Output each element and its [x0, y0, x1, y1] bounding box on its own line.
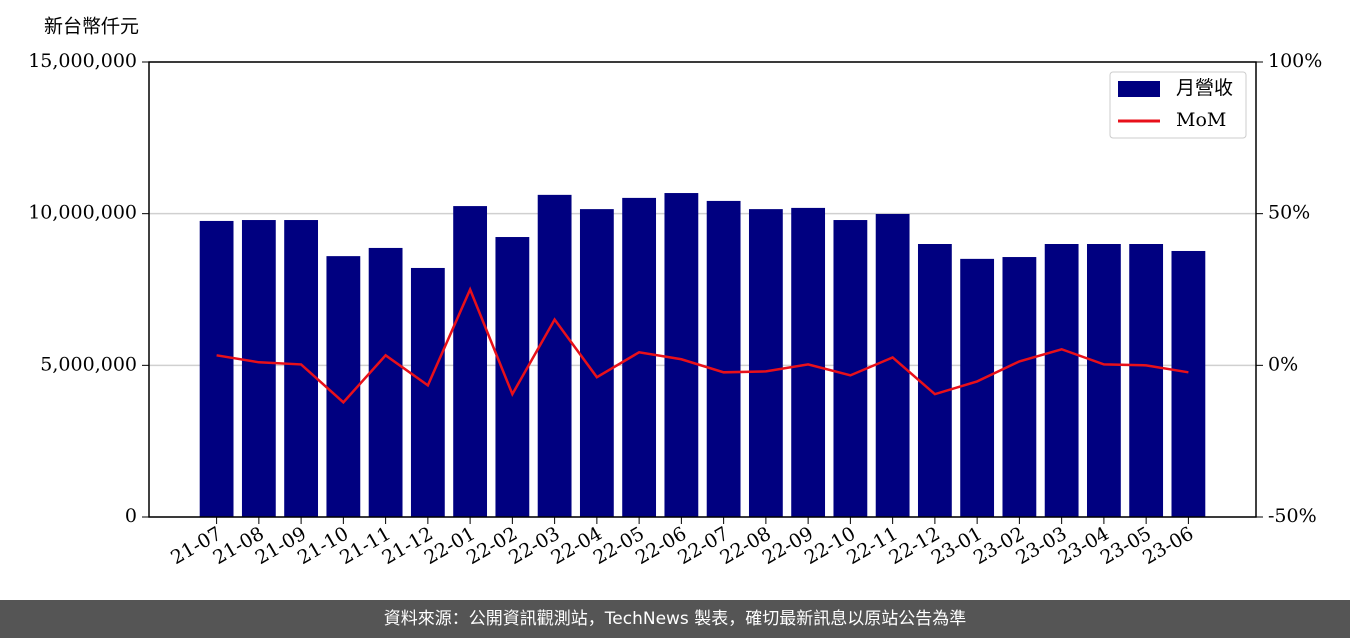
bar — [706, 200, 741, 517]
bar — [368, 247, 403, 517]
y-tick-label: 0 — [125, 505, 137, 527]
bar — [664, 193, 699, 518]
y-tick-label: 15,000,000 — [28, 50, 137, 72]
bar — [1002, 257, 1037, 517]
y2-tick-label: 0% — [1268, 353, 1298, 375]
legend-swatch — [1118, 81, 1160, 97]
bar — [791, 207, 826, 518]
bar — [537, 194, 572, 518]
footer: 資料來源：公開資訊觀測站，TechNews 製表，確切最新訊息以原站公告為準 — [0, 600, 1350, 638]
bar — [284, 220, 319, 517]
line — [216, 286, 1189, 405]
bar — [326, 256, 361, 517]
legend-label: 月營收 — [1176, 77, 1233, 99]
bar — [410, 267, 445, 517]
bar — [960, 258, 995, 517]
bar — [917, 244, 952, 517]
y-axis-label: 新台幣仟元 — [44, 16, 139, 38]
bar — [833, 220, 868, 517]
plot-frame — [148, 61, 1257, 518]
bar — [748, 209, 783, 517]
bar — [1044, 244, 1079, 517]
legend-label: MoM — [1176, 109, 1226, 131]
bar — [622, 197, 657, 518]
bar — [1129, 244, 1164, 517]
bar — [241, 220, 276, 517]
bar — [1086, 244, 1121, 517]
bar — [199, 220, 234, 518]
bar — [875, 213, 910, 517]
bar — [453, 206, 488, 518]
bar — [495, 237, 530, 518]
y2-tick-label: -50% — [1268, 505, 1317, 527]
y-tick-label: 5,000,000 — [40, 353, 137, 375]
y-tick-label: 10,000,000 — [28, 202, 137, 224]
bar — [1171, 250, 1206, 517]
y2-tick-label: 50% — [1268, 202, 1310, 224]
y2-tick-label: 100% — [1268, 50, 1322, 72]
chart: 新台幣仟元 0 5,000,000 10,000,000 15,000,000 -50%… — [28, 16, 1322, 570]
